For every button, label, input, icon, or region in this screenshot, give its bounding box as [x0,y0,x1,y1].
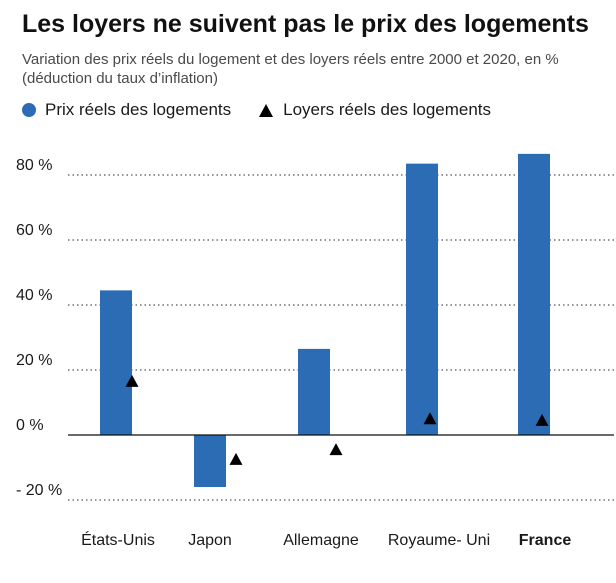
triangle-marker [423,412,437,425]
category-label: Japon [188,532,232,549]
bar [518,153,550,435]
y-tick-label: 20 % [16,352,52,369]
y-tick-label: 60 % [16,222,52,239]
legend-label-loyers: Loyers réels des logements [283,100,492,119]
category-label: Royaume- Uni [388,532,490,549]
triangle-marker [229,452,243,465]
y-tick-label: 0 % [16,417,44,434]
y-tick-label: 40 % [16,287,52,304]
category-label: France [519,532,572,549]
legend-item-loyers: Loyers réels des logements [259,100,491,120]
bar [298,348,330,435]
legend-triangle-icon [259,103,274,117]
triangle-marker [329,443,343,456]
bar [194,435,226,487]
category-label: Allemagne [283,532,359,549]
triangle-marker [125,374,139,387]
y-tick-label: - 20 % [16,482,62,499]
category-label: États-Unis [81,530,155,549]
legend-label-prix: Prix réels des logements [45,100,232,119]
bar [406,163,438,435]
triangle-marker [535,413,549,426]
legend-circle-icon [22,103,36,117]
chart-legend: Prix réels des logements Loyers réels de… [22,100,519,120]
chart-subtitle: Variation des prix réels du logement et … [22,51,559,87]
y-tick-label: 80 % [16,157,52,174]
chart-title: Les loyers ne suivent pas le prix des lo… [22,10,589,38]
bar [100,290,132,435]
legend-item-prix: Prix réels des logements [22,100,231,120]
